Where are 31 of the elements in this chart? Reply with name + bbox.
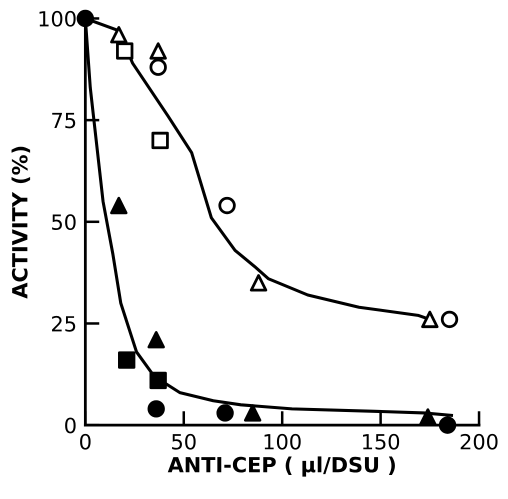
point bbox=[421, 310, 439, 328]
x-axis-title: ANTI-CEP ( µl/DSU ) bbox=[168, 456, 395, 477]
point bbox=[218, 196, 236, 214]
x-tick-label: 200 bbox=[460, 434, 498, 450]
y-tick-label: 25 bbox=[52, 316, 76, 332]
y-tick-label: 75 bbox=[52, 112, 76, 128]
point bbox=[419, 408, 437, 426]
x-tick-label: 100 bbox=[264, 434, 301, 450]
y-axis-title: ACTIVITY (%) bbox=[12, 146, 30, 299]
y-tick-label: 100 bbox=[40, 10, 76, 27]
point bbox=[150, 372, 167, 390]
point bbox=[110, 26, 128, 44]
point bbox=[148, 400, 165, 418]
point bbox=[150, 42, 167, 60]
point bbox=[148, 331, 165, 348]
x-tick-label: 150 bbox=[363, 434, 400, 450]
point bbox=[440, 310, 458, 328]
point bbox=[116, 42, 134, 60]
point bbox=[244, 404, 262, 422]
y-tick-label: 50 bbox=[52, 214, 76, 230]
x-tick-label: 50 bbox=[172, 434, 196, 450]
point bbox=[438, 416, 456, 434]
point bbox=[76, 10, 94, 28]
point bbox=[150, 58, 167, 76]
x-tick-label: 0 bbox=[80, 434, 91, 450]
point bbox=[151, 132, 169, 150]
point bbox=[110, 196, 128, 214]
point bbox=[118, 351, 136, 369]
y-tick-label: 0 bbox=[65, 418, 76, 434]
point bbox=[216, 404, 234, 422]
point bbox=[250, 274, 268, 292]
